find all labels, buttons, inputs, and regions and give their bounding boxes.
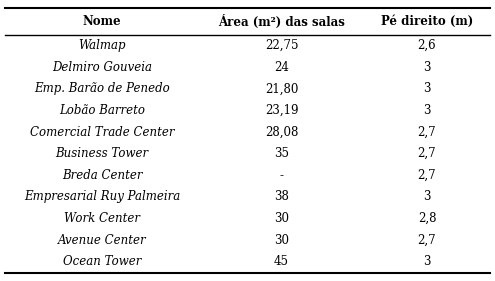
Text: 30: 30	[274, 234, 289, 247]
Text: 3: 3	[423, 191, 431, 203]
Text: 3: 3	[423, 82, 431, 95]
Text: Business Tower: Business Tower	[55, 147, 148, 160]
Text: Lobão Barreto: Lobão Barreto	[59, 104, 145, 117]
Text: Nome: Nome	[83, 15, 121, 28]
Text: 35: 35	[274, 147, 289, 160]
Text: 2,7: 2,7	[418, 126, 436, 139]
Text: Avenue Center: Avenue Center	[57, 234, 147, 247]
Text: Work Center: Work Center	[64, 212, 140, 225]
Text: 2,7: 2,7	[418, 234, 436, 247]
Text: Emp. Barão de Penedo: Emp. Barão de Penedo	[34, 82, 170, 95]
Text: 28,08: 28,08	[265, 126, 298, 139]
Text: Breda Center: Breda Center	[62, 169, 142, 182]
Text: 3: 3	[423, 104, 431, 117]
Text: 24: 24	[274, 61, 289, 74]
Text: 2,6: 2,6	[418, 39, 436, 52]
Text: 2,7: 2,7	[418, 147, 436, 160]
Text: Comercial Trade Center: Comercial Trade Center	[30, 126, 174, 139]
Text: 30: 30	[274, 212, 289, 225]
Text: Delmiro Gouveia: Delmiro Gouveia	[52, 61, 152, 74]
Text: 23,19: 23,19	[265, 104, 298, 117]
Text: 3: 3	[423, 255, 431, 268]
Text: 3: 3	[423, 61, 431, 74]
Text: Ocean Tower: Ocean Tower	[63, 255, 141, 268]
Text: Empresarial Ruy Palmeira: Empresarial Ruy Palmeira	[24, 191, 180, 203]
Text: 2,7: 2,7	[418, 169, 436, 182]
Text: -: -	[280, 169, 284, 182]
Text: 21,80: 21,80	[265, 82, 298, 95]
Text: Área (m²) das salas: Área (m²) das salas	[218, 15, 345, 29]
Text: Pé direito (m): Pé direito (m)	[381, 15, 473, 28]
Text: 22,75: 22,75	[265, 39, 298, 52]
Text: 2,8: 2,8	[418, 212, 436, 225]
Text: Walmap: Walmap	[78, 39, 126, 52]
Text: 38: 38	[274, 191, 289, 203]
Text: 45: 45	[274, 255, 289, 268]
